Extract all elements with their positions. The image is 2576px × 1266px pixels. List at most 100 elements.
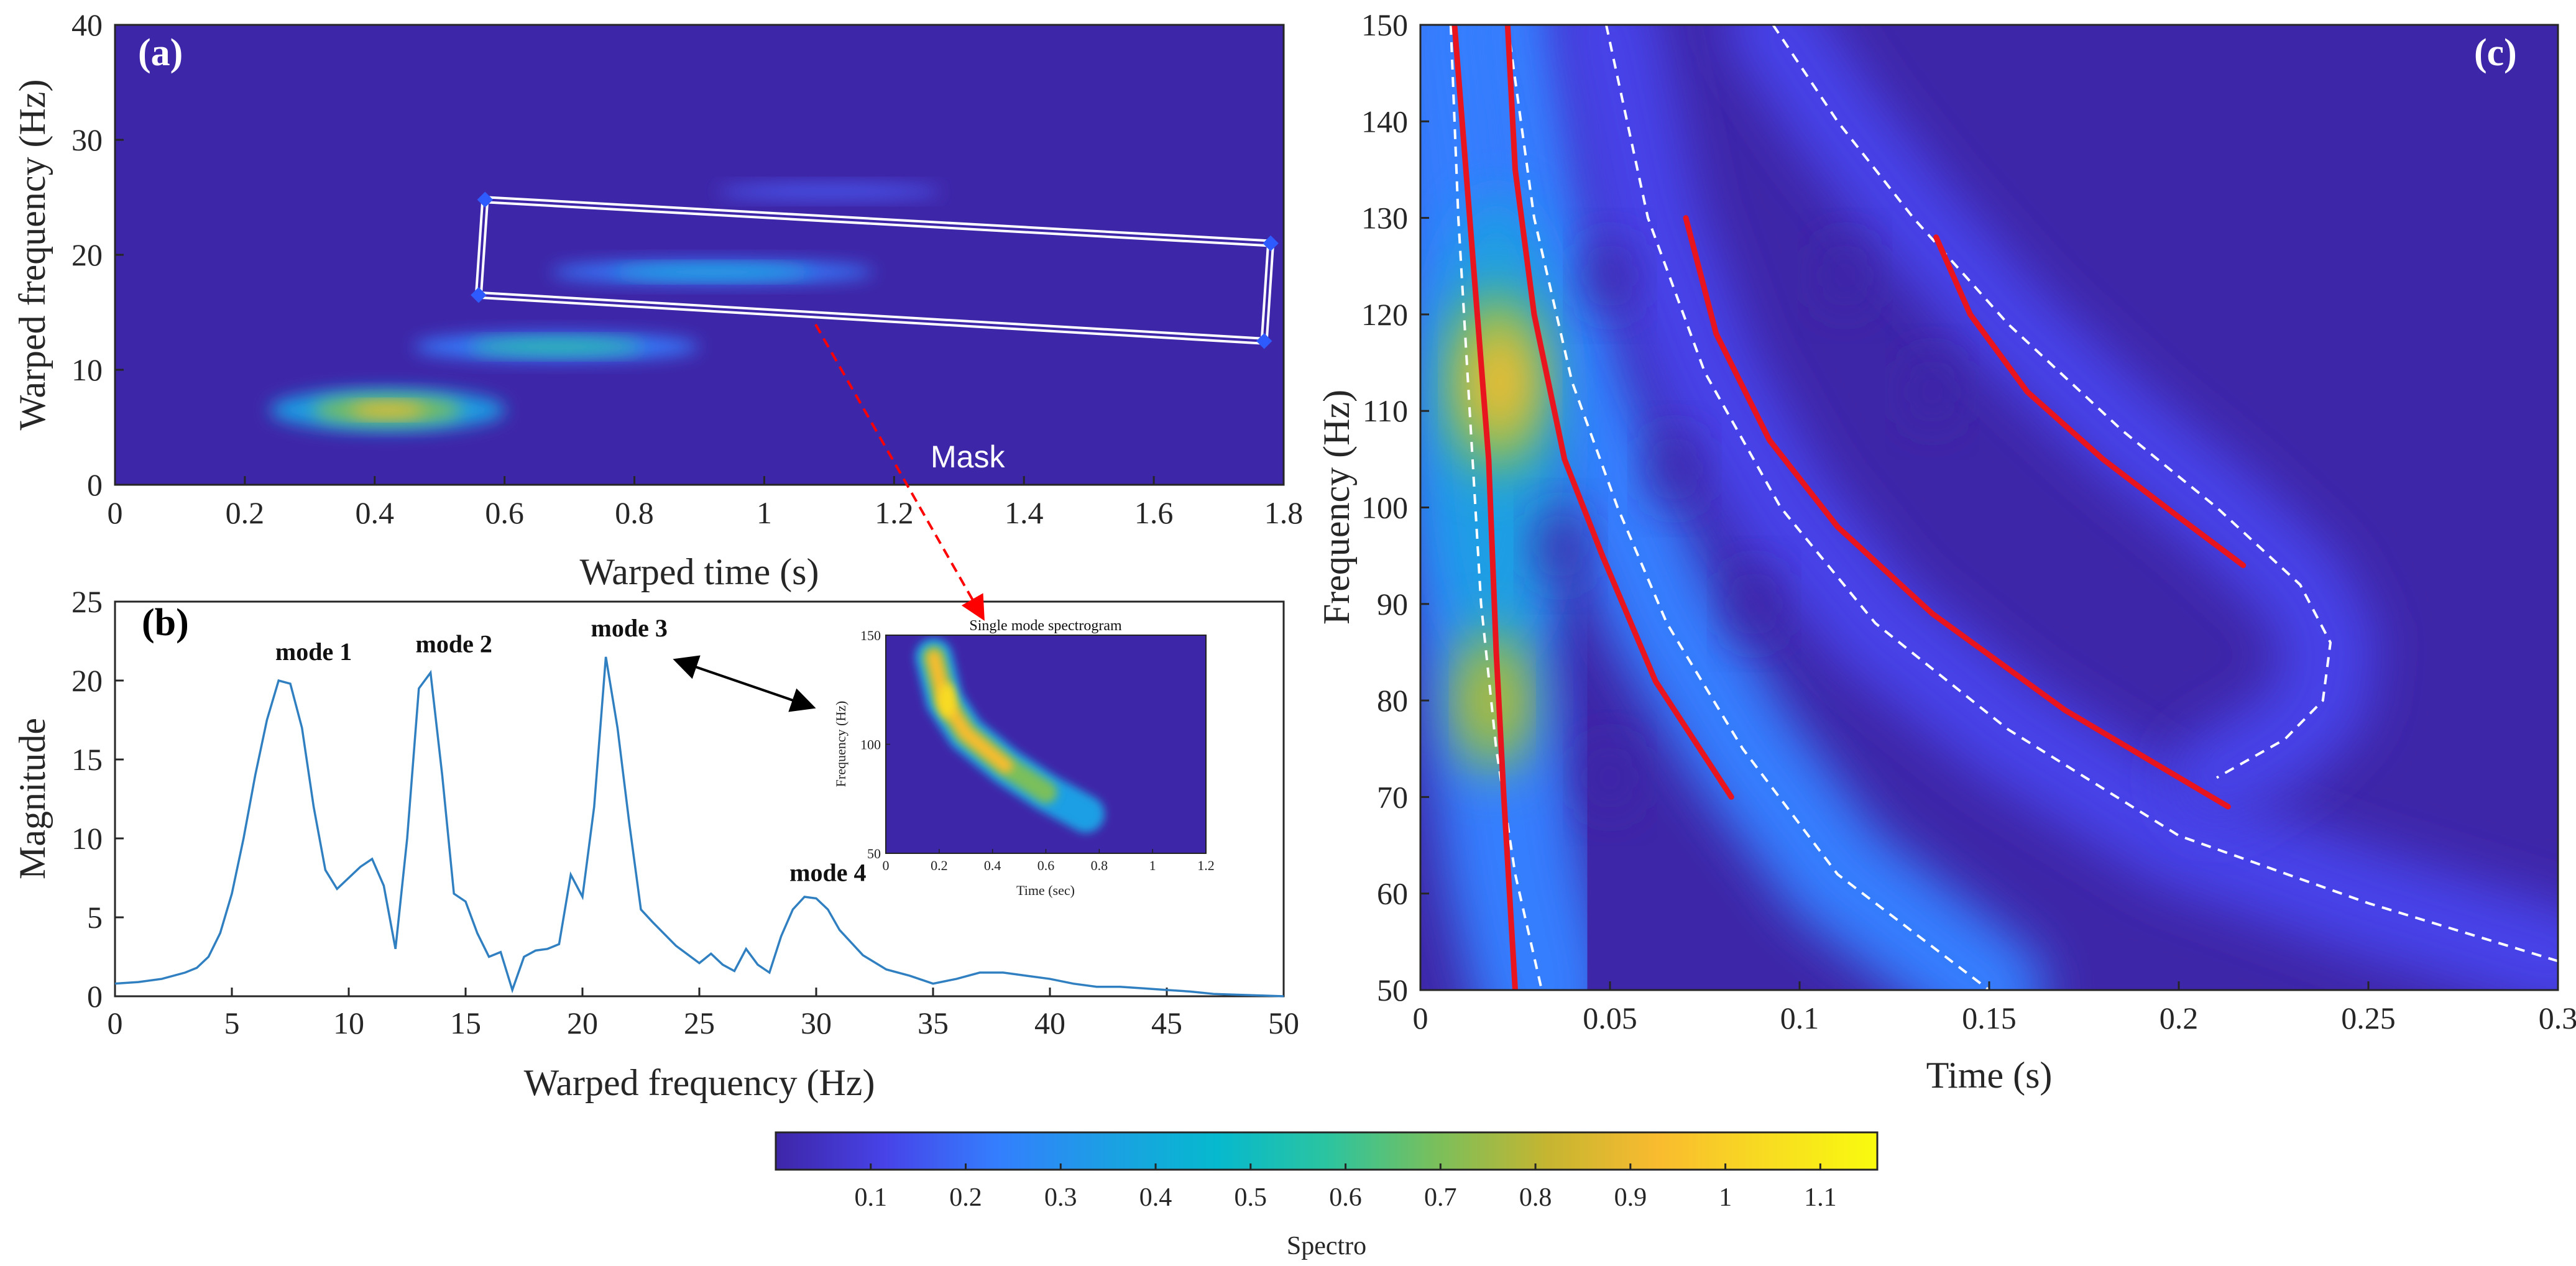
panel-c-x-tick-label: 0.3	[2539, 1001, 2576, 1035]
colorbar-tick-label: 0.1	[855, 1183, 888, 1212]
panel-a-y-tick-label: 20	[71, 237, 103, 272]
estimated-curve-mode-4	[1933, 234, 2247, 569]
panel-a-x-tick-label: 1.4	[1005, 495, 1044, 530]
inset-y-ticks: 50 100 150	[860, 628, 890, 861]
panel-b-x-tick-label: 40	[1034, 1006, 1065, 1040]
inset-x-tick-label: 0.6	[1037, 858, 1055, 873]
inset-x-tick-label: 0.8	[1091, 858, 1108, 873]
colorbar-tick-label: 1	[1719, 1183, 1732, 1212]
mode-annotation-label: mode 3	[591, 614, 668, 642]
interference-null	[1908, 357, 1956, 426]
panel-c-y-ticks: 50 60 70 80 90 100 110 120 130 140 150	[1361, 7, 1429, 1007]
panel-b-x-tick-label: 30	[801, 1006, 832, 1040]
mode-annotation-label: mode 1	[275, 638, 352, 666]
panel-c-x-tick-label: 0.1	[1780, 1001, 1819, 1035]
panel-c-y-tick-label: 120	[1361, 297, 1408, 332]
energy-blob-mode-3	[612, 265, 812, 278]
interference-null	[1730, 569, 1778, 638]
colorbar-tick-label: 0.3	[1044, 1183, 1077, 1212]
panel-b-y-tick-label: 20	[71, 663, 103, 698]
panel-b-y-tick-label: 15	[71, 742, 103, 777]
panel-a-label: (a)	[138, 32, 183, 74]
panel-a-y-tick-label: 0	[87, 467, 103, 502]
colorbar-tick-label: 0.5	[1235, 1183, 1267, 1212]
panel-c: 0 0.05 0.1 0.15 0.2 0.25 0.3 50 60 70 80 90 100 110 1…	[1316, 7, 2576, 1096]
panel-b-y-tick-label: 25	[71, 584, 103, 619]
panel-a-x-ticks: 0 0.2 0.4 0.6 0.8 1 1.2 1.4 1.6 1.8	[108, 476, 1303, 530]
panel-b-y-label: Magnitude	[12, 718, 53, 879]
inset-x-tick-label: 0.2	[931, 858, 948, 873]
theoretical-curve-mode-1	[1449, 25, 1543, 990]
mask-vertex-handle	[471, 287, 487, 303]
panel-a-y-tick-label: 30	[71, 122, 103, 157]
inset-x-tick-label: 0	[883, 858, 890, 873]
interference-null	[1537, 511, 1585, 580]
colorbar-tick-label: 0.9	[1614, 1183, 1647, 1212]
estimated-curve-mode-2	[1504, 25, 1734, 800]
mask-label: Mask	[931, 439, 1005, 474]
inset-x-ticks: 0 0.2 0.4 0.6 0.8 1 1.2	[883, 849, 1215, 873]
panel-b-x-label: Warped frequency (Hz)	[524, 1062, 875, 1103]
panel-a-x-tick-label: 1	[757, 495, 772, 530]
theoretical-curve-mode-2	[1506, 25, 1990, 990]
colorbar-ticks: 0.1 0.2 0.3 0.4 0.5 0.6 0.7 0.8 0.9 1 1.1	[855, 1163, 1837, 1212]
panel-b-y-tick-label: 5	[87, 900, 103, 935]
inset-x-tick-label: 1.2	[1197, 858, 1215, 873]
panel-a-energy-blobs	[269, 184, 941, 431]
theoretical-mode-curves	[1449, 25, 2558, 990]
panel-c-label: (c)	[2474, 32, 2517, 74]
panel-c-y-tick-label: 60	[1377, 876, 1408, 911]
panel-a-x-label: Warped time (s)	[579, 551, 819, 592]
colorbar-tick-label: 0.6	[1329, 1183, 1362, 1212]
panel-b-label: (b)	[142, 602, 189, 644]
panel-a-y-tick-label: 10	[71, 352, 103, 387]
panel-b-x-ticks: 0 5 10 15 20 25 30 35 40 45 50	[108, 988, 1299, 1040]
panel-c-x-label: Time (s)	[1926, 1055, 2053, 1096]
panel-b-x-tick-label: 25	[684, 1006, 715, 1040]
mode3-arrow	[673, 655, 816, 712]
inset-y-tick-label: 150	[860, 628, 881, 643]
panel-c-x-ticks: 0 0.05 0.1 0.15 0.2 0.25 0.3	[1413, 981, 2576, 1035]
panel-a-x-tick-label: 0	[108, 495, 123, 530]
inset-x-label: Time (sec)	[1016, 883, 1075, 898]
inset-x-tick-label: 0.4	[984, 858, 1001, 873]
panel-b-x-tick-label: 0	[108, 1006, 123, 1040]
panel-b-x-tick-label: 15	[450, 1006, 481, 1040]
panel-a-x-tick-label: 1.6	[1134, 495, 1174, 530]
panel-c-y-tick-label: 90	[1377, 587, 1408, 622]
panel-a: 0 0.2 0.4 0.6 0.8 1 1.2 1.4 1.6 1.8 0 10 20 30 40 War…	[12, 7, 1303, 592]
panel-b-y-tick-label: 10	[71, 821, 103, 856]
panel-c-y-tick-label: 110	[1363, 393, 1408, 428]
estimated-curve-mode-3	[1683, 215, 2231, 810]
inset-title: Single mode spectrogram	[969, 618, 1122, 634]
panel-b-x-tick-label: 20	[567, 1006, 598, 1040]
mode-annotations: mode 1 mode 2 mode 3 mode 4	[275, 614, 867, 887]
estimated-curve-mode-1	[1451, 25, 1518, 990]
panel-c-y-tick-label: 140	[1361, 104, 1408, 139]
panel-c-x-tick-label: 0.15	[1962, 1001, 2017, 1035]
panel-a-x-tick-label: 1.2	[875, 495, 914, 530]
theoretical-curve-mode-4	[1772, 25, 2332, 779]
estimated-mode-curves	[1451, 25, 2247, 990]
colorbar-tick-label: 0.4	[1139, 1183, 1172, 1212]
panel-c-y-tick-label: 50	[1377, 973, 1408, 1007]
panel-b-x-tick-label: 35	[918, 1006, 949, 1040]
panel-c-y-tick-label: 150	[1361, 7, 1408, 42]
colorbar-tick-label: 0.7	[1424, 1183, 1457, 1212]
panel-c-x-tick-label: 0.25	[2341, 1001, 2396, 1035]
energy-blob-mode-4	[717, 184, 941, 200]
colorbar-label: Spectro	[1287, 1232, 1366, 1260]
inset-y-tick-label: 100	[860, 737, 881, 753]
panel-b-x-tick-label: 45	[1151, 1006, 1182, 1040]
panel-a-x-tick-label: 0.6	[485, 495, 524, 530]
panel-b-x-tick-label: 50	[1268, 1006, 1299, 1040]
inset-y-tick-label: 50	[867, 846, 881, 861]
panel-c-y-label: Frequency (Hz)	[1316, 390, 1357, 625]
panel-a-x-tick-label: 0.8	[615, 495, 654, 530]
mode-annotation-label: mode 4	[789, 859, 866, 887]
magnitude-series-line	[114, 656, 1284, 998]
panel-b-x-tick-label: 5	[224, 1006, 240, 1040]
panel-b-y-tick-label: 0	[87, 979, 103, 1014]
